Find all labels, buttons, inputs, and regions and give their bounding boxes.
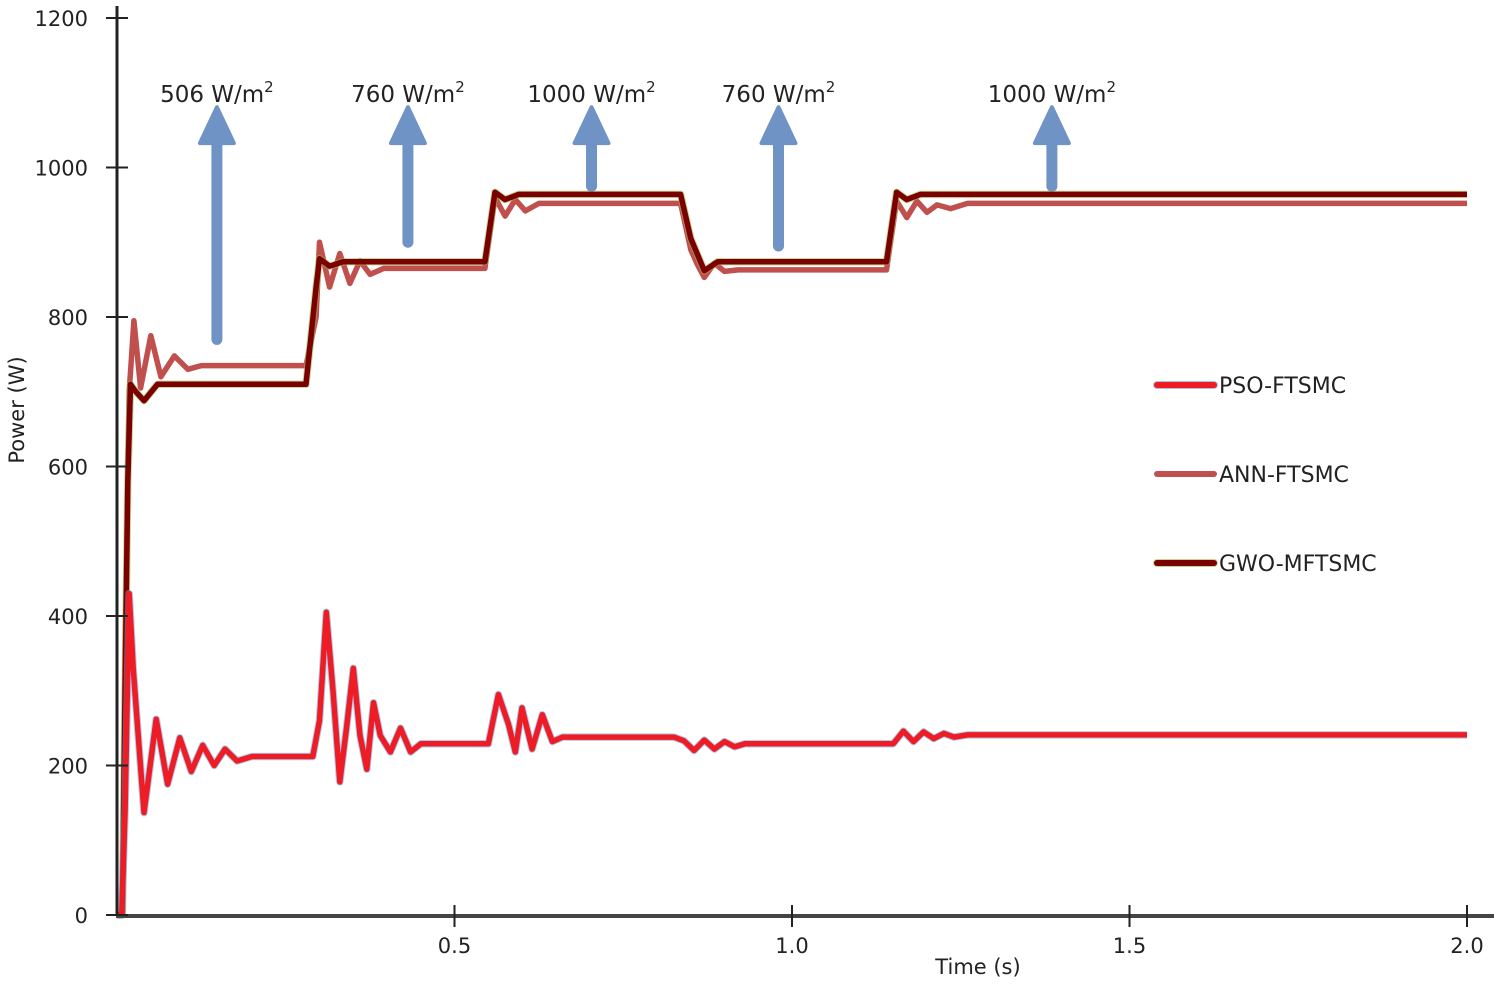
legend-item: PSO-FTSMC — [1153, 374, 1346, 399]
irradiance-annotation: 1000 W/m2 — [527, 78, 656, 192]
y-tick-label: 800 — [48, 306, 88, 330]
irradiance-label: 506 W/m2 — [160, 78, 274, 108]
arrow-head-icon — [388, 105, 427, 146]
y-axis-ticks: 0 200 400 600 800 1000 1200 — [35, 7, 128, 928]
legend-label: GWO-MFTSMC — [1219, 552, 1377, 577]
irradiance-label: 760 W/m2 — [351, 78, 465, 108]
y-tick-label: 600 — [48, 456, 88, 480]
y-tick-label: 1000 — [35, 157, 88, 181]
series-line — [117, 590, 1467, 918]
legend: PSO-FTSMC ANN-FTSMC GWO-MFTSMC — [1153, 374, 1377, 577]
arrow-head-icon — [759, 105, 798, 146]
arrow-head-icon — [572, 105, 611, 146]
irradiance-annotation: 760 W/m2 — [351, 78, 465, 248]
x-tick-label: 1.5 — [1113, 934, 1146, 958]
legend-item: ANN-FTSMC — [1154, 463, 1349, 488]
y-tick-label: 0 — [75, 904, 88, 928]
series-line — [117, 189, 1467, 918]
irradiance-label: 1000 W/m2 — [988, 78, 1116, 108]
series-gwo-mftsmc — [117, 188, 1467, 919]
y-axis-title: Power (W) — [5, 356, 29, 463]
axes: 0 200 400 600 800 1000 1200 0.5 1.0 1.5 2.0 Time … — [5, 6, 1494, 979]
irradiance-annotation: 506 W/m2 — [160, 78, 274, 345]
series-pso-ftsmc — [117, 589, 1467, 919]
x-tick-label: 0.5 — [438, 934, 471, 958]
irradiance-annotation: 760 W/m2 — [722, 78, 836, 252]
legend-label: PSO-FTSMC — [1219, 374, 1346, 399]
irradiance-annotations: 506 W/m2 760 W/m2 1000 W/m2 760 W/m2 1000 W/… — [160, 78, 1116, 345]
irradiance-label: 760 W/m2 — [722, 78, 836, 108]
y-tick-label: 1200 — [35, 7, 88, 31]
legend-item: GWO-MFTSMC — [1153, 552, 1377, 577]
x-tick-label: 2.0 — [1450, 934, 1483, 958]
series-layer — [117, 188, 1467, 919]
arrow-head-icon — [1032, 105, 1071, 146]
legend-label: ANN-FTSMC — [1219, 463, 1349, 488]
x-axis-title: Time (s) — [934, 955, 1020, 979]
irradiance-label: 1000 W/m2 — [527, 78, 655, 108]
y-tick-label: 400 — [48, 605, 88, 629]
x-tick-label: 1.0 — [775, 934, 808, 958]
y-tick-label: 200 — [48, 755, 88, 779]
x-axis-ticks: 0.5 1.0 1.5 2.0 — [438, 905, 1484, 958]
arrow-head-icon — [197, 105, 236, 146]
irradiance-annotation: 1000 W/m2 — [988, 78, 1116, 192]
